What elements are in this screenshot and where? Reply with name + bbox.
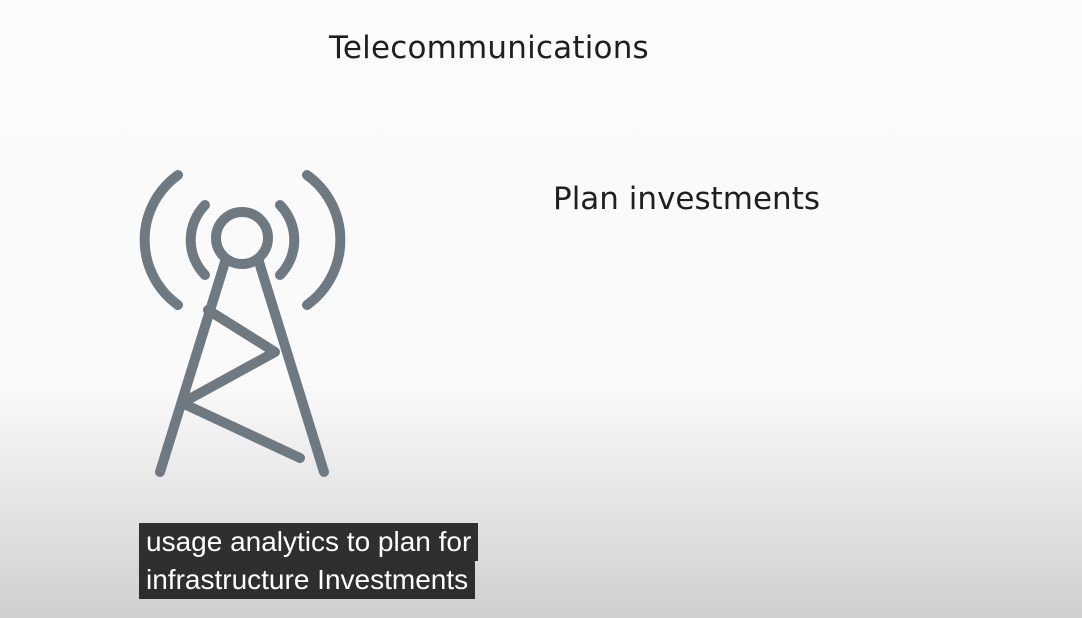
cell-tower-icon — [139, 170, 346, 477]
caption-line-1: usage analytics to plan for — [139, 523, 479, 561]
video-captions: usage analytics to plan for infrastructu… — [139, 523, 479, 599]
slide-title: Telecommunications — [329, 30, 649, 66]
slide-subtitle: Plan investments — [553, 181, 821, 217]
caption-line-2: infrastructure Investments — [139, 561, 476, 599]
